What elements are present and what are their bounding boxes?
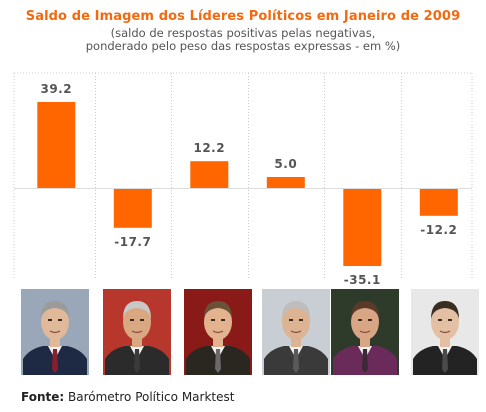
bar-value-label: -12.2 (420, 223, 457, 237)
bar (419, 189, 458, 216)
bar-value-label: 12.2 (193, 141, 225, 155)
source-label: Fonte: (21, 390, 65, 404)
portrait-icon (262, 289, 330, 375)
bar-value-label: 5.0 (274, 157, 297, 171)
portrait-icon (411, 289, 479, 375)
source-text: Barómetro Político Marktest (68, 390, 235, 404)
bar (113, 189, 152, 228)
portrait-icon (21, 289, 89, 375)
portrait-icon (331, 289, 399, 375)
source-note: Fonte: Barómetro Político Marktest (21, 390, 234, 404)
portrait-icon (103, 289, 171, 375)
chart-subtitle-line-2: ponderado pelo peso das respostas expres… (85, 39, 401, 53)
chart-subtitle-line-1: (saldo de respostas positivas pelas nega… (110, 26, 376, 40)
bar (37, 102, 76, 188)
bar-value-label: -17.7 (114, 235, 151, 249)
bar (266, 177, 305, 188)
bar (190, 161, 229, 188)
chart-title: Saldo de Imagem dos Líderes Políticos em… (25, 9, 461, 24)
bar-value-label: 39.2 (40, 82, 72, 96)
bar (343, 189, 382, 266)
portrait-icon (184, 289, 252, 375)
bar-value-label: -35.1 (344, 273, 381, 287)
